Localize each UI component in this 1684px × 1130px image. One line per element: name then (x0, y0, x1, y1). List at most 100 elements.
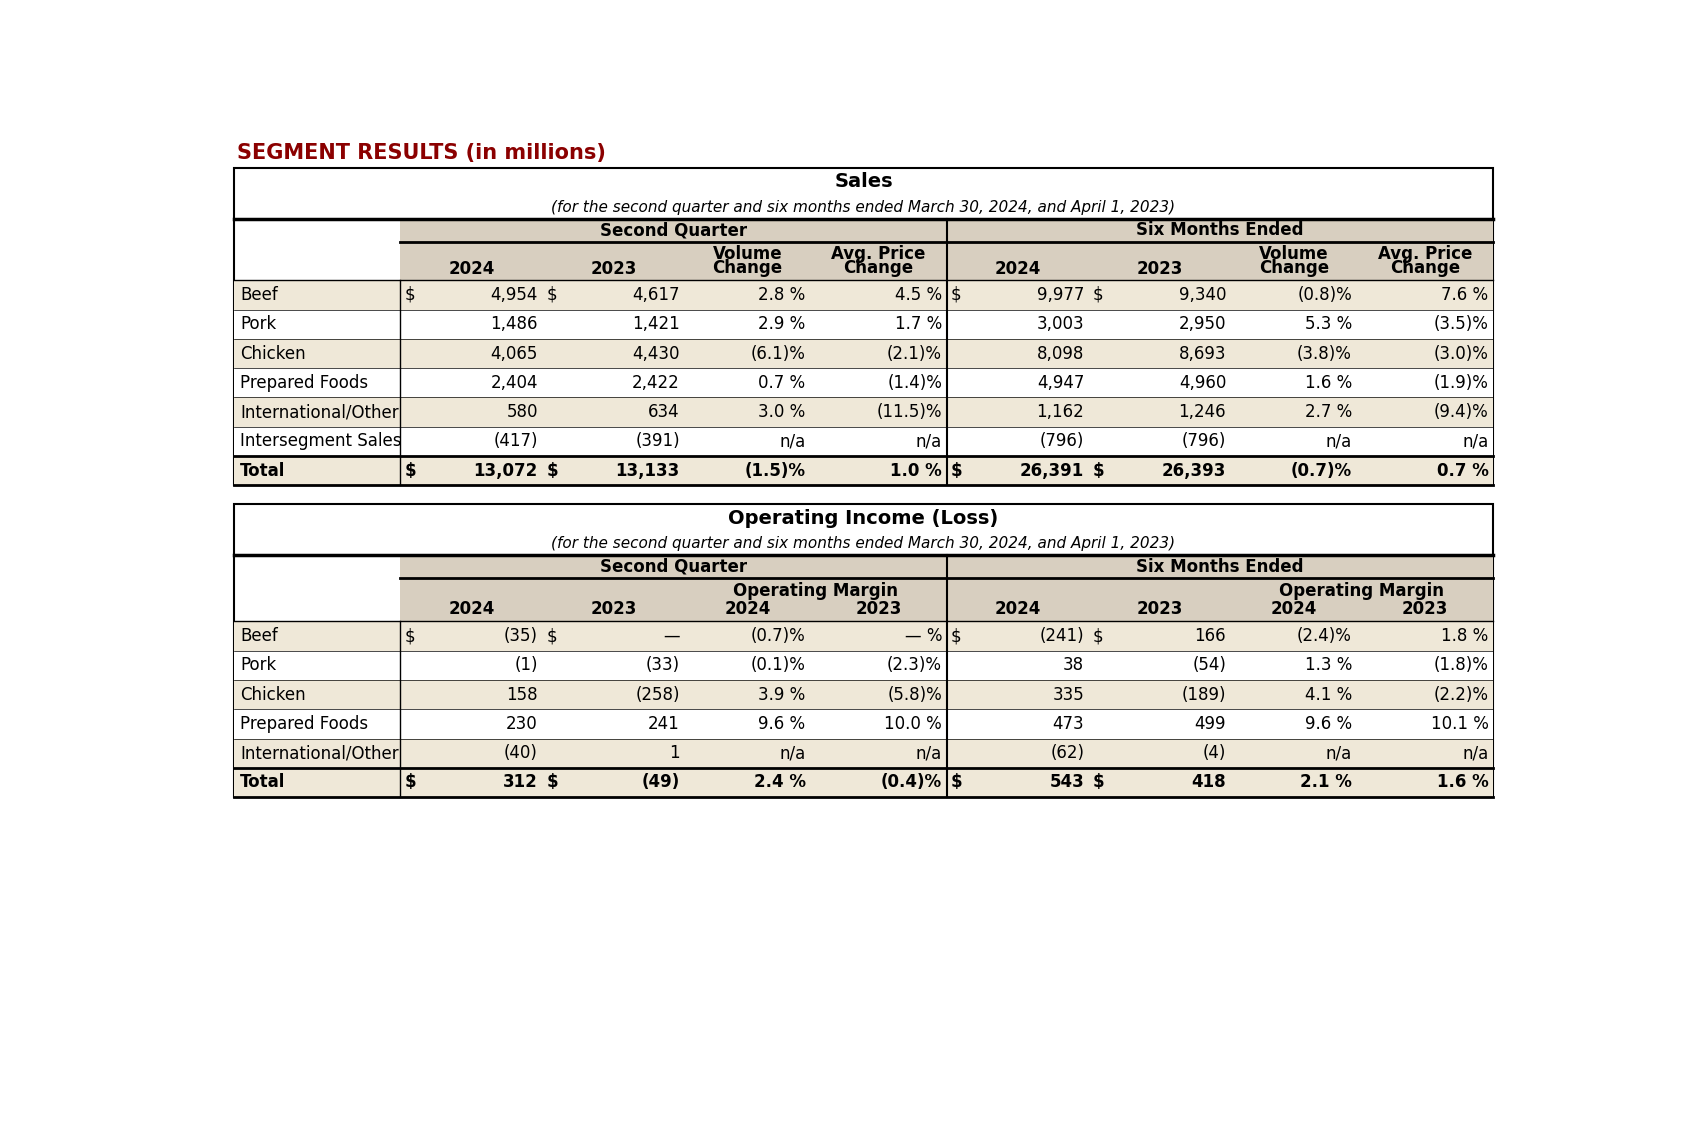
Text: 418: 418 (1192, 773, 1226, 791)
Text: 312: 312 (504, 773, 537, 791)
Text: (1.5)%: (1.5)% (744, 461, 805, 479)
Text: Operating Margin: Operating Margin (733, 582, 898, 600)
Text: n/a: n/a (1325, 433, 1352, 450)
Text: 10.1 %: 10.1 % (1431, 715, 1489, 733)
Text: (2.4)%: (2.4)% (1297, 627, 1352, 645)
Bar (234, 680, 1494, 710)
Text: $: $ (951, 627, 962, 645)
Text: 9.6 %: 9.6 % (1305, 715, 1352, 733)
Text: 4,065: 4,065 (490, 345, 537, 363)
Bar (234, 710, 1494, 739)
Text: 1.6 %: 1.6 % (1305, 374, 1352, 392)
Text: Chicken: Chicken (239, 345, 305, 363)
Text: 1.7 %: 1.7 % (894, 315, 941, 333)
Text: (11.5)%: (11.5)% (877, 403, 941, 421)
Text: 2,422: 2,422 (632, 374, 680, 392)
Text: 2.8 %: 2.8 % (758, 286, 805, 304)
Text: 13,072: 13,072 (473, 461, 537, 479)
Bar (234, 398, 1494, 427)
Text: 4,617: 4,617 (632, 286, 680, 304)
Text: (0.8)%: (0.8)% (1297, 286, 1352, 304)
Text: (62): (62) (1051, 745, 1084, 762)
Text: Total: Total (239, 773, 285, 791)
Text: n/a: n/a (916, 745, 941, 762)
Text: Pork: Pork (239, 657, 276, 675)
Text: (2.1)%: (2.1)% (887, 345, 941, 363)
Bar (234, 339, 1494, 368)
Text: Six Months Ended: Six Months Ended (1137, 221, 1303, 240)
Text: International/Other: International/Other (239, 403, 399, 421)
Text: (258): (258) (635, 686, 680, 704)
Text: $: $ (546, 773, 557, 791)
Text: 473: 473 (1052, 715, 1084, 733)
Text: 2023: 2023 (591, 260, 637, 278)
Text: (3.5)%: (3.5)% (1433, 315, 1489, 333)
Text: n/a: n/a (780, 433, 805, 450)
Text: 2023: 2023 (855, 600, 901, 618)
Text: Beef: Beef (239, 286, 278, 304)
Text: 543: 543 (1049, 773, 1084, 791)
Bar (234, 368, 1494, 398)
Text: (796): (796) (1182, 433, 1226, 450)
Text: (0.1)%: (0.1)% (751, 657, 805, 675)
Bar (234, 168, 1494, 485)
Text: 38: 38 (1063, 657, 1084, 675)
Bar (234, 455, 1494, 485)
Text: $: $ (546, 627, 557, 645)
Text: 26,393: 26,393 (1162, 461, 1226, 479)
Text: $: $ (1093, 773, 1105, 791)
Text: (3.0)%: (3.0)% (1433, 345, 1489, 363)
Text: 580: 580 (507, 403, 537, 421)
Text: 4.1 %: 4.1 % (1305, 686, 1352, 704)
Text: (9.4)%: (9.4)% (1433, 403, 1489, 421)
Text: (33): (33) (645, 657, 680, 675)
Text: SEGMENT RESULTS (in millions): SEGMENT RESULTS (in millions) (237, 142, 606, 163)
Text: $: $ (404, 286, 414, 304)
Text: 2023: 2023 (1401, 600, 1448, 618)
Text: $: $ (1093, 627, 1103, 645)
Text: 1.3 %: 1.3 % (1305, 657, 1352, 675)
Text: 2023: 2023 (591, 600, 637, 618)
Text: (3.8)%: (3.8)% (1297, 345, 1352, 363)
Text: 9,977: 9,977 (1037, 286, 1084, 304)
Text: Prepared Foods: Prepared Foods (239, 715, 369, 733)
Text: n/a: n/a (916, 433, 941, 450)
Text: 3,003: 3,003 (1037, 315, 1084, 333)
Text: (417): (417) (493, 433, 537, 450)
Text: (for the second quarter and six months ended March 30, 2024, and April 1, 2023): (for the second quarter and six months e… (551, 200, 1175, 215)
Text: $: $ (546, 286, 557, 304)
Text: 4,430: 4,430 (632, 345, 680, 363)
Text: 2024: 2024 (448, 260, 495, 278)
Text: (1.9)%: (1.9)% (1433, 374, 1489, 392)
Bar (946, 579, 1494, 622)
Text: 499: 499 (1194, 715, 1226, 733)
Text: $: $ (1093, 461, 1105, 479)
Text: 2024: 2024 (995, 600, 1041, 618)
Text: 2024: 2024 (1270, 600, 1317, 618)
Bar (234, 651, 1494, 680)
Text: 2.7 %: 2.7 % (1305, 403, 1352, 421)
Text: 7.6 %: 7.6 % (1442, 286, 1489, 304)
Bar (234, 739, 1494, 767)
Bar (234, 504, 1494, 797)
Bar (946, 555, 1494, 579)
Text: (4): (4) (1202, 745, 1226, 762)
Text: 2024: 2024 (995, 260, 1041, 278)
Text: Change: Change (1389, 259, 1460, 277)
Text: $: $ (951, 286, 962, 304)
Text: (54): (54) (1192, 657, 1226, 675)
Bar (401, 555, 946, 579)
Text: Change: Change (1258, 259, 1329, 277)
Text: $: $ (404, 627, 414, 645)
Text: (241): (241) (1039, 627, 1084, 645)
Text: Beef: Beef (239, 627, 278, 645)
Text: 1,246: 1,246 (1179, 403, 1226, 421)
Text: Volume: Volume (712, 245, 781, 263)
Text: 8,693: 8,693 (1179, 345, 1226, 363)
Text: 1,162: 1,162 (1036, 403, 1084, 421)
Text: 2023: 2023 (1137, 260, 1184, 278)
Text: $: $ (404, 461, 416, 479)
Text: (189): (189) (1182, 686, 1226, 704)
Text: 1,486: 1,486 (490, 315, 537, 333)
Bar (234, 767, 1494, 797)
